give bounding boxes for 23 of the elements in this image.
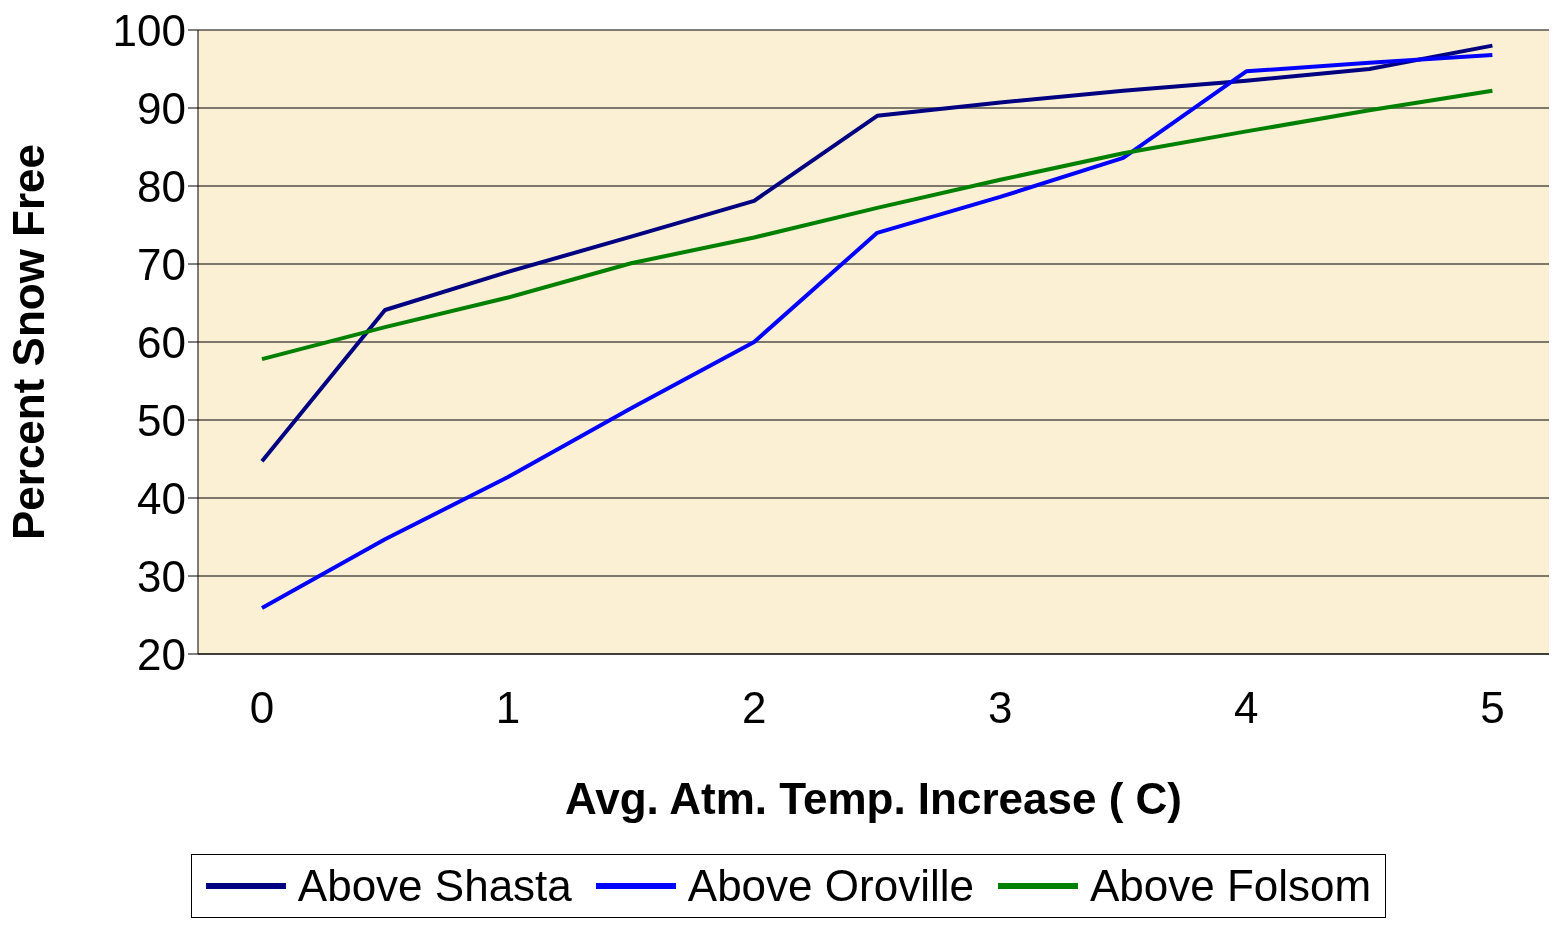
y-tick-label: 90 — [137, 83, 186, 133]
y-tick-label: 100 — [112, 5, 186, 55]
y-tick-label: 40 — [137, 473, 186, 523]
legend-label: Above Shasta — [297, 861, 572, 911]
line-series — [259, 43, 1495, 464]
y-tick-label: 30 — [137, 551, 186, 601]
x-axis-title: Avg. Atm. Temp. Increase ( C) — [565, 774, 1182, 823]
x-tick-label: 0 — [249, 683, 275, 733]
y-tick-label: 50 — [137, 395, 186, 445]
y-tick-label: 60 — [137, 317, 186, 367]
x-tick-label: 3 — [987, 683, 1013, 733]
y-tick-label: 80 — [137, 161, 186, 211]
legend-label: Above Oroville — [687, 861, 974, 911]
x-tick-label: 2 — [741, 683, 767, 733]
y-axis-title: Percent Snow Free — [3, 143, 53, 541]
line-series — [259, 52, 1495, 610]
y-tick-label: 20 — [137, 629, 186, 679]
x-tick-label: 1 — [495, 683, 521, 733]
line-series — [259, 88, 1495, 362]
legend-label: Above Folsom — [1089, 861, 1372, 911]
x-tick-label: 5 — [1480, 683, 1505, 733]
x-tick-label: 4 — [1234, 683, 1259, 733]
y-tick-label: 70 — [137, 239, 186, 289]
